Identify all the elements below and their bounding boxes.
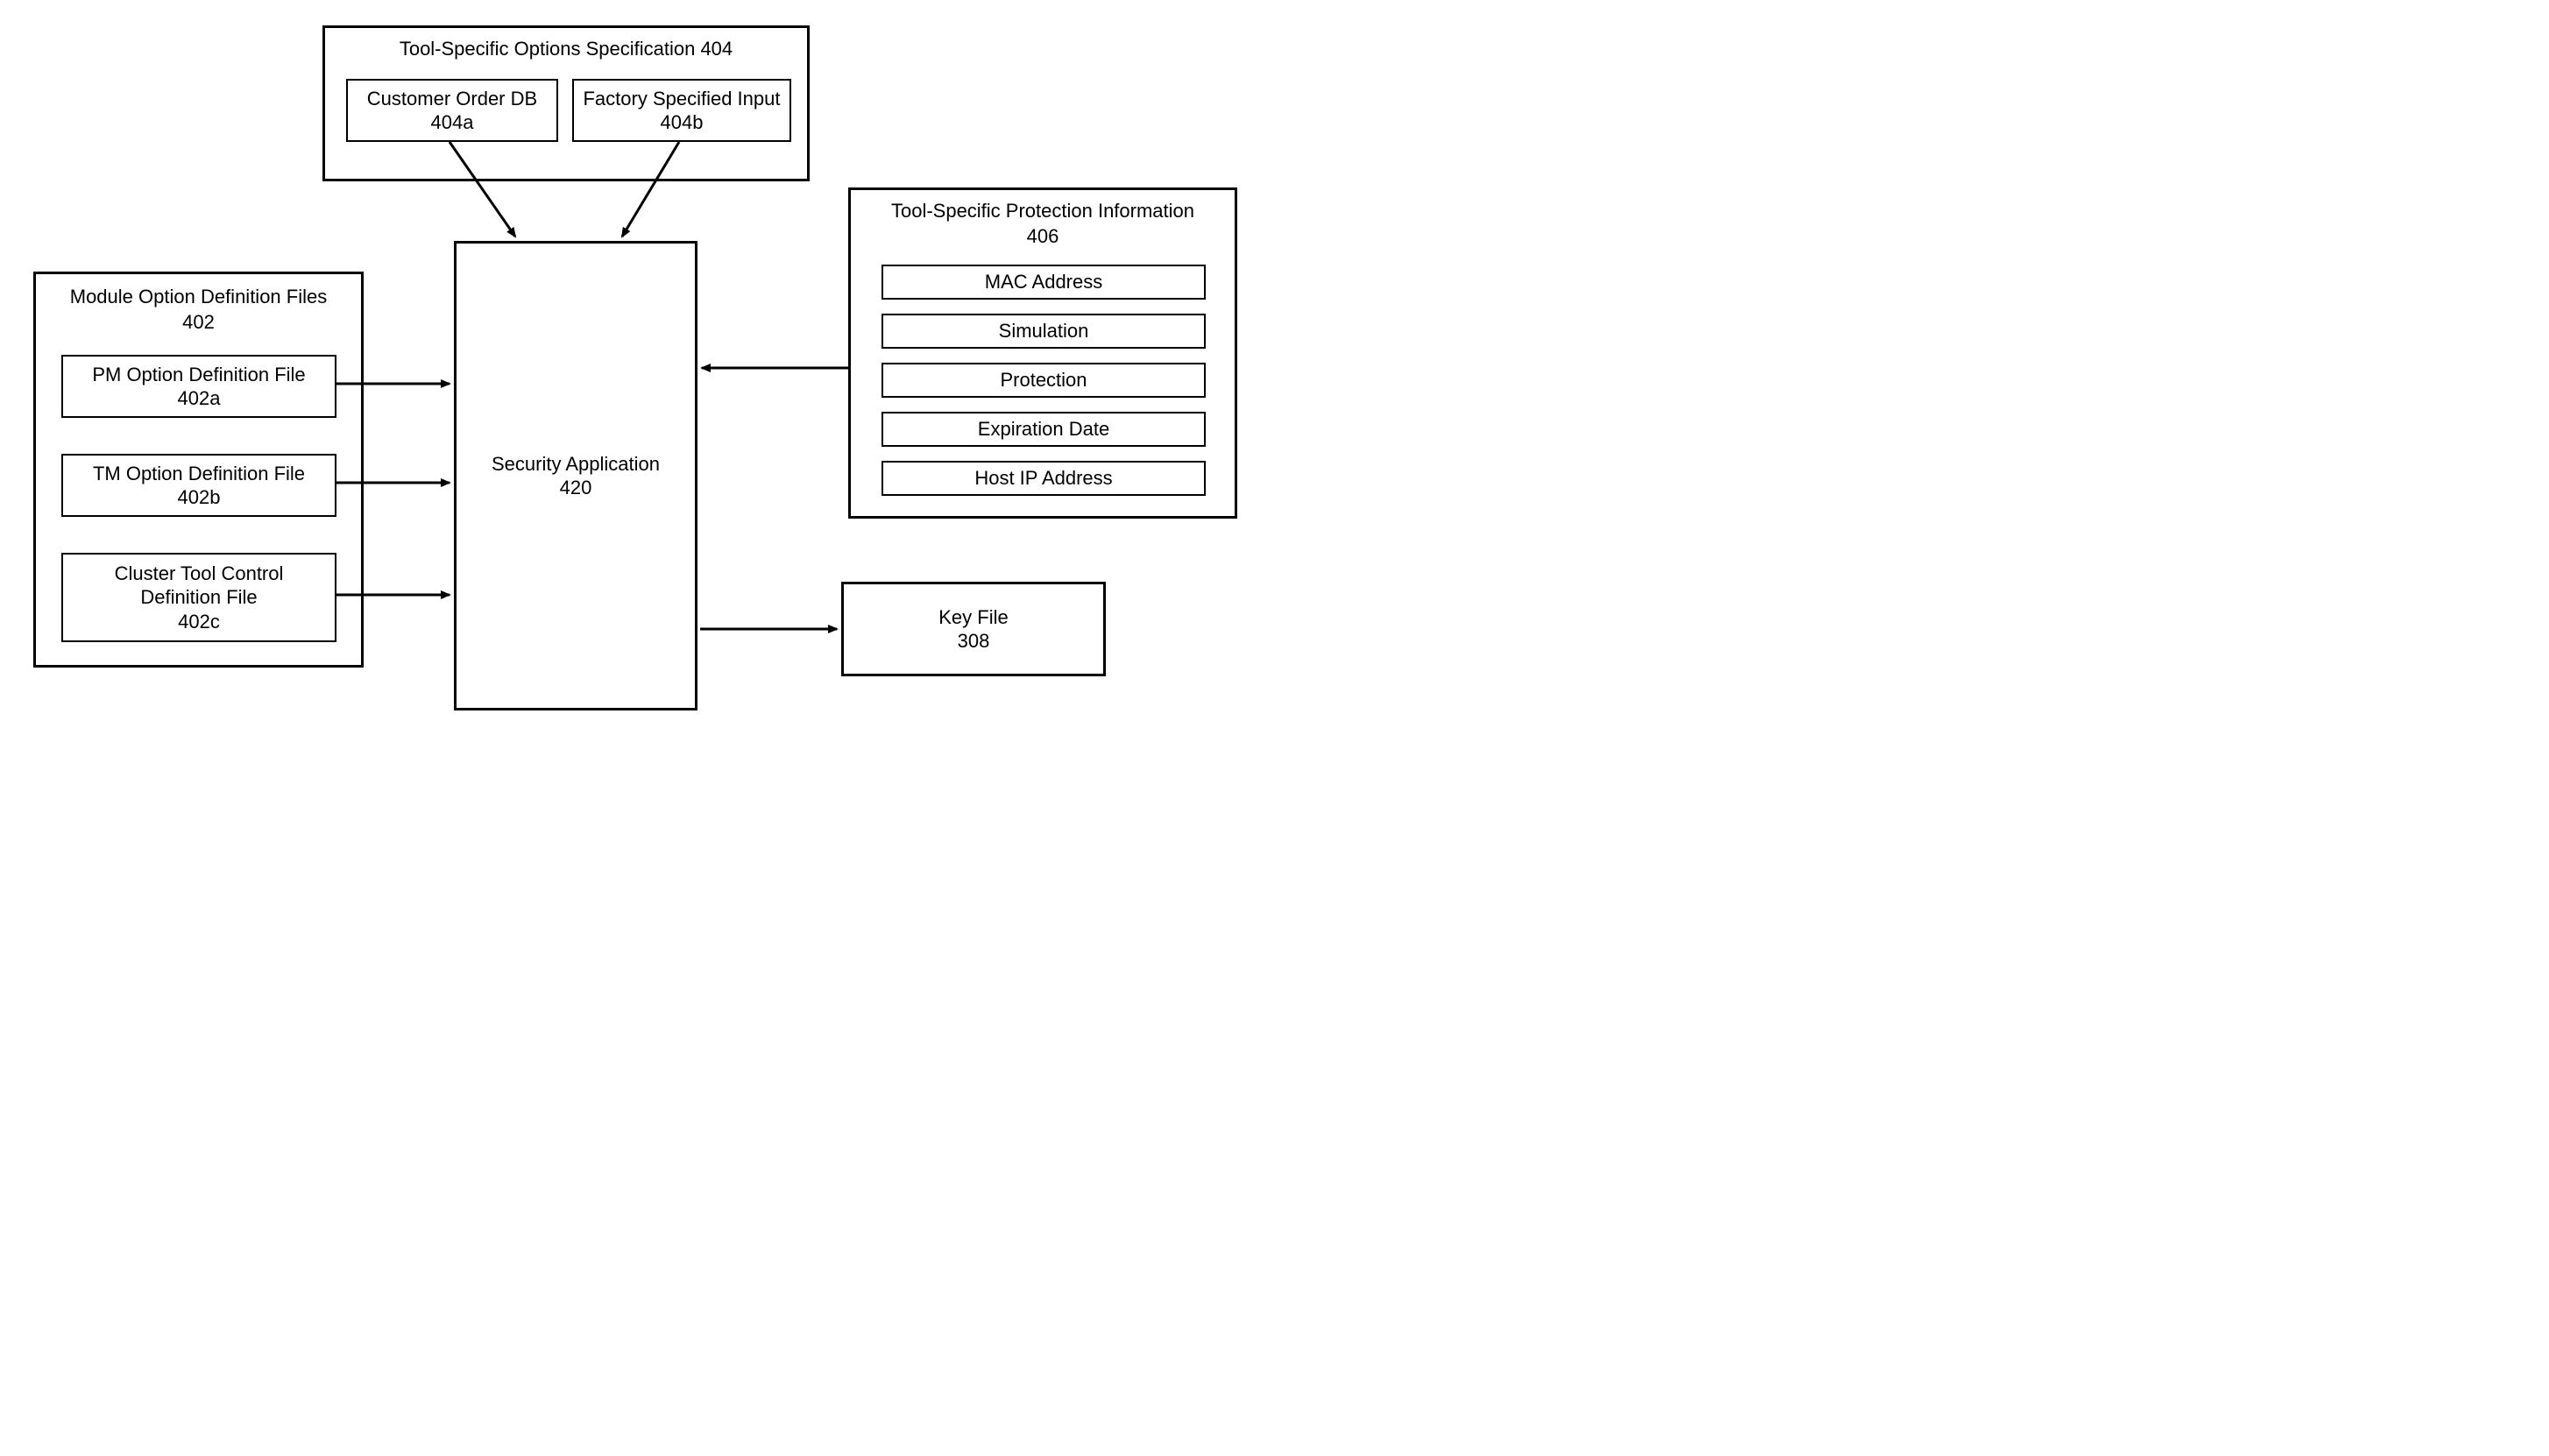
tm-line2: 402b	[178, 485, 221, 510]
tm-option-box: TM Option Definition File 402b	[61, 454, 336, 517]
mac-label: MAC Address	[985, 270, 1103, 294]
keyfile-line2: 308	[958, 629, 990, 654]
module-option-box: Module Option Definition Files 402 PM Op…	[33, 272, 364, 668]
sim-label: Simulation	[999, 319, 1089, 343]
pm-option-box: PM Option Definition File 402a	[61, 355, 336, 418]
module-option-title1: Module Option Definition Files	[70, 286, 327, 307]
cluster-line3: 402c	[178, 610, 220, 634]
protection-box: Protection	[882, 363, 1206, 398]
security-app-line1: Security Application	[492, 452, 660, 477]
diagram-canvas: Tool-Specific Options Specification 404 …	[0, 0, 1275, 728]
pm-line1: PM Option Definition File	[92, 363, 305, 387]
tm-line1: TM Option Definition File	[93, 462, 305, 486]
prot-label: Protection	[1000, 368, 1087, 392]
cluster-line2: Definition File	[140, 585, 257, 610]
customer-order-box: Customer Order DB 404a	[346, 79, 558, 142]
cluster-line1: Cluster Tool Control	[115, 562, 284, 586]
factory-input-line2: 404b	[661, 110, 704, 135]
cluster-option-box: Cluster Tool Control Definition File 402…	[61, 553, 336, 642]
host-ip-box: Host IP Address	[882, 461, 1206, 496]
mac-address-box: MAC Address	[882, 265, 1206, 300]
protection-info-box: Tool-Specific Protection Information 406…	[848, 187, 1237, 519]
key-file-box: Key File 308	[841, 582, 1106, 676]
keyfile-line1: Key File	[938, 605, 1008, 630]
customer-order-line2: 404a	[431, 110, 474, 135]
options-spec-box: Tool-Specific Options Specification 404 …	[322, 25, 810, 181]
factory-input-line1: Factory Specified Input	[583, 87, 780, 111]
options-spec-title: Tool-Specific Options Specification 404	[325, 37, 807, 62]
security-app-box: Security Application 420	[454, 241, 697, 710]
simulation-box: Simulation	[882, 314, 1206, 349]
exp-label: Expiration Date	[978, 417, 1109, 442]
customer-order-line1: Customer Order DB	[367, 87, 537, 111]
pm-line2: 402a	[178, 386, 221, 411]
host-label: Host IP Address	[974, 466, 1112, 491]
protection-title2: 406	[1027, 225, 1059, 247]
security-app-line2: 420	[560, 476, 592, 500]
expiration-box: Expiration Date	[882, 412, 1206, 447]
factory-input-box: Factory Specified Input 404b	[572, 79, 791, 142]
protection-title1: Tool-Specific Protection Information	[891, 200, 1194, 222]
module-option-title2: 402	[182, 311, 215, 333]
